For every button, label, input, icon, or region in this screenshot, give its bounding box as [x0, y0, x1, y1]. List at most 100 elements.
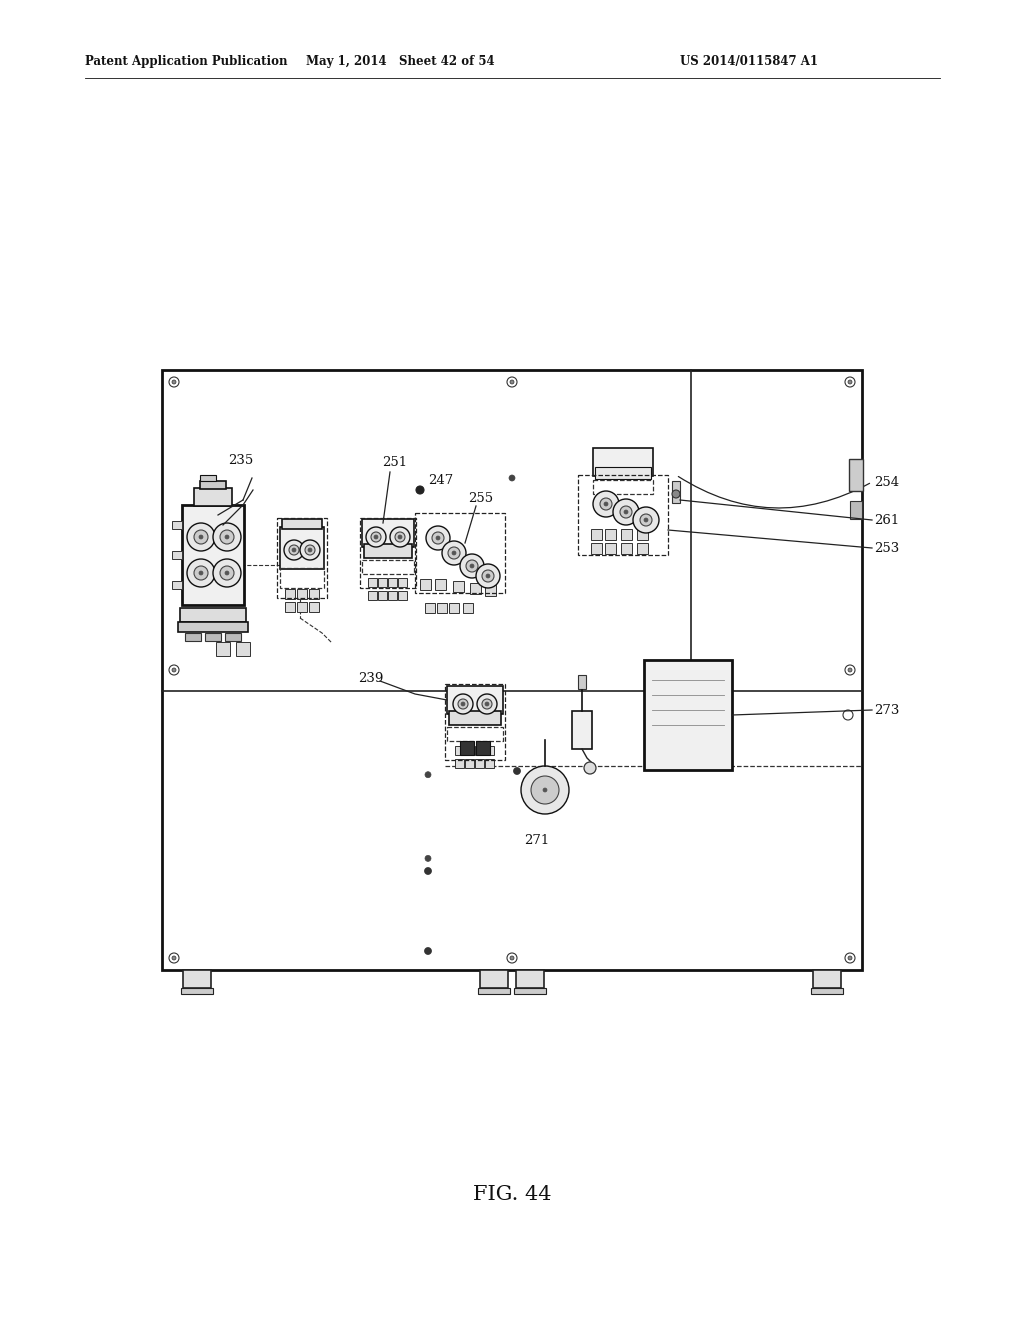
- Circle shape: [482, 700, 492, 709]
- Bar: [578, 475, 668, 554]
- Circle shape: [453, 694, 473, 714]
- Bar: [415, 513, 505, 593]
- Text: 239: 239: [358, 672, 383, 685]
- Circle shape: [476, 564, 500, 587]
- Bar: [280, 527, 324, 569]
- Bar: [172, 581, 182, 589]
- Circle shape: [220, 531, 234, 544]
- Circle shape: [521, 766, 569, 814]
- Bar: [378, 590, 386, 599]
- Bar: [216, 642, 230, 656]
- Text: FIG. 44: FIG. 44: [473, 1185, 551, 1204]
- Circle shape: [482, 570, 494, 582]
- Bar: [200, 480, 226, 488]
- Circle shape: [172, 668, 176, 672]
- Bar: [445, 684, 505, 760]
- Bar: [397, 590, 407, 599]
- Circle shape: [436, 536, 440, 540]
- Circle shape: [187, 558, 215, 587]
- Bar: [447, 686, 503, 714]
- Bar: [362, 560, 414, 574]
- Bar: [465, 746, 473, 755]
- Bar: [447, 727, 503, 741]
- Circle shape: [507, 378, 517, 387]
- Bar: [225, 634, 241, 642]
- Bar: [604, 543, 615, 553]
- Bar: [172, 521, 182, 529]
- Bar: [397, 578, 407, 586]
- Bar: [205, 634, 221, 642]
- Circle shape: [531, 776, 559, 804]
- Circle shape: [300, 540, 319, 560]
- Text: 273: 273: [874, 704, 899, 717]
- Bar: [180, 609, 246, 622]
- Bar: [183, 970, 211, 987]
- Bar: [484, 746, 494, 755]
- Bar: [593, 447, 653, 477]
- Circle shape: [672, 490, 680, 498]
- Bar: [811, 987, 843, 994]
- Circle shape: [848, 380, 852, 384]
- Bar: [309, 589, 319, 599]
- Circle shape: [449, 546, 460, 558]
- Bar: [672, 480, 680, 503]
- Bar: [309, 602, 319, 612]
- Circle shape: [374, 535, 378, 539]
- Bar: [178, 622, 248, 632]
- Bar: [285, 589, 295, 599]
- Circle shape: [366, 527, 386, 546]
- Circle shape: [461, 702, 465, 706]
- Bar: [813, 970, 841, 987]
- Bar: [185, 634, 201, 642]
- Bar: [469, 582, 480, 594]
- Bar: [463, 603, 473, 612]
- Circle shape: [848, 668, 852, 672]
- Circle shape: [169, 953, 179, 964]
- Circle shape: [510, 956, 514, 960]
- Text: Patent Application Publication: Patent Application Publication: [85, 55, 288, 69]
- Circle shape: [305, 545, 315, 554]
- Bar: [644, 660, 732, 770]
- Text: 235: 235: [228, 454, 253, 466]
- Circle shape: [371, 532, 381, 543]
- Text: 271: 271: [524, 833, 550, 846]
- Text: 247: 247: [428, 474, 454, 487]
- Bar: [455, 746, 464, 755]
- Bar: [282, 519, 322, 529]
- Bar: [455, 759, 464, 767]
- Circle shape: [477, 694, 497, 714]
- Circle shape: [848, 956, 852, 960]
- Circle shape: [169, 665, 179, 675]
- Circle shape: [613, 499, 639, 525]
- Bar: [181, 987, 213, 994]
- Circle shape: [466, 560, 478, 572]
- Bar: [514, 987, 546, 994]
- Bar: [362, 519, 414, 546]
- Bar: [480, 970, 508, 987]
- Circle shape: [584, 762, 596, 774]
- Bar: [368, 590, 377, 599]
- Bar: [621, 543, 632, 553]
- Bar: [297, 589, 307, 599]
- Circle shape: [458, 700, 468, 709]
- Bar: [194, 488, 232, 506]
- Circle shape: [426, 525, 450, 550]
- Text: May 1, 2014   Sheet 42 of 54: May 1, 2014 Sheet 42 of 54: [306, 55, 495, 69]
- Bar: [850, 502, 862, 519]
- Bar: [849, 459, 863, 491]
- Bar: [278, 517, 327, 598]
- Text: 255: 255: [468, 491, 494, 504]
- Bar: [637, 543, 647, 553]
- Circle shape: [416, 486, 424, 494]
- Bar: [465, 759, 473, 767]
- Bar: [460, 741, 474, 755]
- Bar: [449, 603, 459, 612]
- Bar: [593, 480, 653, 494]
- Bar: [637, 528, 647, 540]
- Circle shape: [169, 378, 179, 387]
- Bar: [378, 578, 386, 586]
- Bar: [236, 642, 250, 656]
- Circle shape: [485, 702, 489, 706]
- Circle shape: [425, 948, 431, 954]
- Bar: [621, 528, 632, 540]
